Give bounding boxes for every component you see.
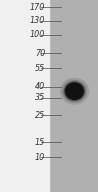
Text: 25: 25 [35, 111, 45, 120]
Text: 100: 100 [30, 30, 45, 39]
Text: 55: 55 [35, 64, 45, 73]
Bar [0, 0, 49, 192]
Ellipse shape [66, 83, 83, 99]
Text: 170: 170 [30, 3, 45, 12]
Text: 130: 130 [30, 16, 45, 25]
Text: 70: 70 [35, 49, 45, 58]
Ellipse shape [60, 78, 89, 104]
Ellipse shape [64, 82, 85, 101]
Text: 40: 40 [35, 83, 45, 91]
Text: 15: 15 [35, 138, 45, 146]
Ellipse shape [63, 80, 86, 102]
Text: 35: 35 [35, 94, 45, 102]
Text: 10: 10 [35, 153, 45, 162]
